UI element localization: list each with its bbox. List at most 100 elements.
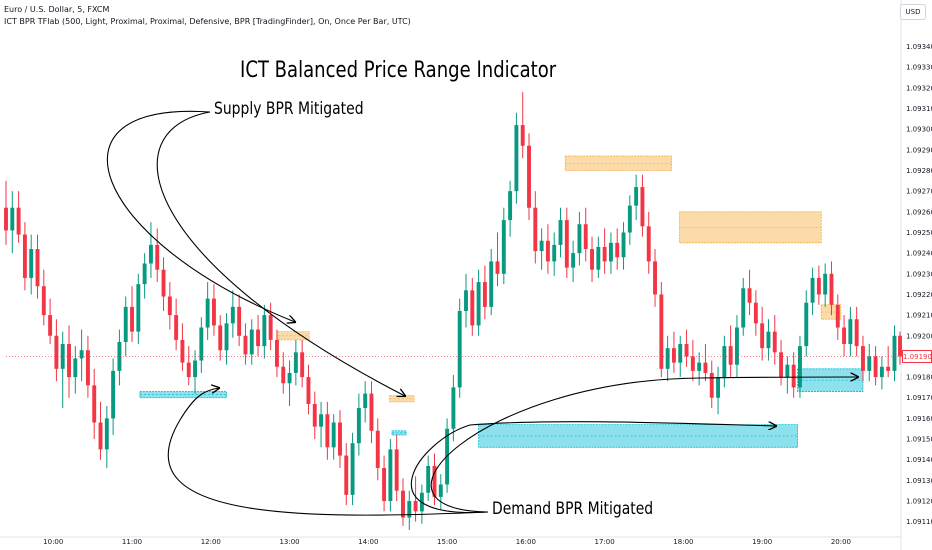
- candle-body: [716, 377, 721, 398]
- candle-body: [602, 246, 607, 262]
- candle-body: [98, 422, 103, 450]
- candle-body: [785, 364, 790, 378]
- candle-body: [426, 465, 431, 493]
- candle-body: [155, 244, 160, 270]
- candle-body: [539, 240, 544, 252]
- candle-body: [211, 298, 216, 326]
- y-tick-label: 1.09120: [906, 498, 932, 506]
- candle-body: [205, 298, 210, 328]
- candle-body: [772, 331, 777, 353]
- candle-body: [300, 352, 305, 378]
- candle-body: [653, 261, 657, 295]
- candle-body: [375, 430, 380, 468]
- candle-body: [476, 282, 481, 326]
- y-tick-label: 1.09130: [906, 477, 932, 485]
- x-tick-label: 11:00: [122, 538, 142, 546]
- candle-body: [224, 323, 229, 351]
- y-tick-label: 1.09240: [906, 250, 932, 258]
- candle-body: [186, 362, 191, 378]
- candle-body: [608, 242, 613, 262]
- x-tick-label: 12:00: [201, 538, 221, 546]
- y-tick-label: 1.09210: [906, 312, 932, 320]
- candle-body: [35, 249, 40, 287]
- candle-body: [10, 207, 15, 231]
- candle-body: [823, 273, 828, 295]
- candle-body: [29, 249, 34, 278]
- x-tick-label: 19:00: [752, 538, 772, 546]
- symbol-legend[interactable]: Euro / U.S. Dollar, 5, FXCM: [4, 5, 110, 14]
- candle-body: [627, 205, 632, 233]
- candle-body: [79, 350, 84, 359]
- candle-body: [665, 348, 670, 369]
- x-tick-label: 18:00: [673, 538, 693, 546]
- candle-body: [728, 346, 733, 365]
- indicator-legend[interactable]: ICT BPR TFlab (500, Light, Proximal, Pro…: [4, 17, 411, 26]
- candle-body: [482, 282, 487, 307]
- candle-body: [873, 356, 878, 378]
- candle-body: [111, 370, 116, 419]
- candle-body: [722, 346, 727, 378]
- supply-annotation: Supply BPR Mitigated: [214, 99, 364, 119]
- candle-body: [684, 344, 689, 357]
- candle-body: [174, 315, 179, 340]
- candle-body: [596, 246, 601, 270]
- candle-body: [634, 187, 639, 206]
- x-tick-label: 17:00: [595, 538, 615, 546]
- candle-body: [545, 240, 550, 262]
- candle-body: [886, 366, 891, 371]
- demand-arrow-3: [430, 377, 858, 513]
- candle-body: [54, 335, 59, 369]
- x-tick-label: 16:00: [516, 538, 536, 546]
- candle-body: [142, 263, 147, 285]
- y-tick-label: 1.09310: [906, 105, 932, 113]
- currency-button[interactable]: USD: [900, 4, 926, 20]
- y-tick-label: 1.09340: [906, 43, 932, 51]
- candle-body: [457, 310, 462, 388]
- candle-body: [67, 344, 71, 378]
- demand-annotation: Demand BPR Mitigated: [492, 499, 654, 519]
- demand-arrow-1: [167, 388, 489, 516]
- y-tick-label: 1.09230: [906, 270, 932, 278]
- candle-body: [804, 302, 809, 347]
- y-tick-label: 1.09220: [906, 291, 932, 299]
- candle-body: [489, 261, 494, 307]
- candle-body: [180, 339, 185, 363]
- candle-body: [451, 387, 456, 429]
- y-tick-label: 1.09150: [906, 436, 932, 444]
- candle-body: [123, 306, 128, 342]
- candle-body: [331, 422, 336, 448]
- candle-body: [697, 362, 702, 371]
- candle-body: [262, 315, 267, 347]
- candle-body: [148, 244, 153, 264]
- candle-body: [438, 484, 443, 497]
- candle-body: [281, 366, 286, 384]
- candle-body: [268, 315, 273, 340]
- candle-body: [237, 306, 242, 336]
- candle-body: [432, 465, 437, 497]
- candle-body: [892, 335, 897, 371]
- y-tick-label: 1.09250: [906, 229, 932, 237]
- candle-body: [41, 286, 46, 316]
- candle-body: [325, 414, 330, 448]
- candle-body: [829, 273, 834, 305]
- candle-body: [848, 319, 853, 345]
- x-tick-label: 13:00: [279, 538, 299, 546]
- candle-body: [514, 125, 519, 192]
- y-tick-label: 1.09280: [906, 167, 932, 175]
- candle-body: [558, 220, 563, 245]
- candle-body: [60, 344, 65, 369]
- candle-body: [48, 315, 53, 336]
- candle-body: [199, 327, 204, 361]
- y-tick-label: 1.09290: [906, 146, 932, 154]
- candle-body: [363, 393, 368, 409]
- candle-body: [766, 331, 771, 349]
- y-tick-label: 1.09300: [906, 126, 932, 134]
- candle-body: [867, 356, 872, 371]
- y-tick-label: 1.09140: [906, 456, 932, 464]
- y-tick-label: 1.09260: [906, 208, 932, 216]
- y-tick-label: 1.09160: [906, 415, 932, 423]
- candle-body: [388, 449, 393, 502]
- demand-bpr-zone: [139, 391, 227, 399]
- candle-body: [646, 226, 651, 262]
